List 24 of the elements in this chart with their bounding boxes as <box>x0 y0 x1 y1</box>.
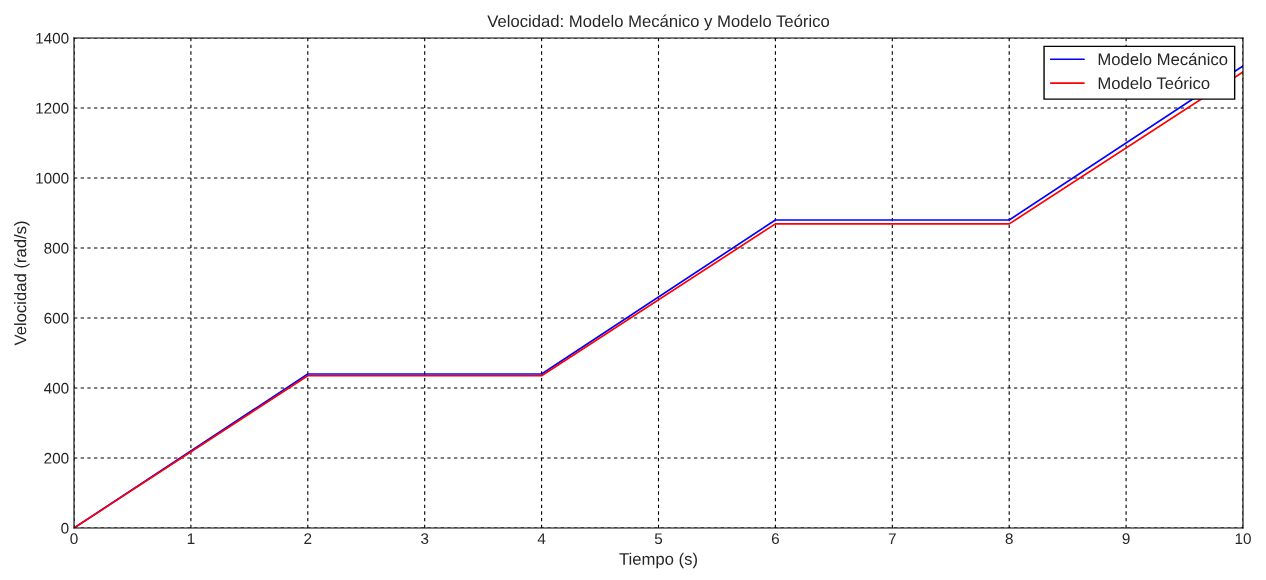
y-tick-label: 800 <box>44 242 69 254</box>
x-tick-label: 8 <box>1005 533 1013 545</box>
x-tick-label: 4 <box>537 533 546 544</box>
y-axis-title: Velocidad (rad/s) <box>14 221 30 346</box>
x-tick-label: 0 <box>70 533 78 545</box>
y-tick-label: 0 <box>61 522 69 534</box>
y-tick-label: 600 <box>44 312 69 324</box>
x-tick-label: 6 <box>771 533 779 545</box>
y-tick-label: 400 <box>44 382 69 394</box>
x-tick-label: 7 <box>888 533 896 544</box>
x-tick-label: 5 <box>654 533 663 545</box>
chart-title: Velocidad: Modelo Mecánico y Modelo Teórico <box>487 14 830 31</box>
x-tick-label: 10 <box>1235 533 1251 545</box>
x-axis-title: Tiempo (s) <box>619 552 697 569</box>
y-tick-label: 200 <box>44 452 69 464</box>
x-tick-label: 2 <box>304 533 312 544</box>
legend-label: Modelo Teórico <box>1098 76 1210 90</box>
legend-label: Modelo Mecánico <box>1098 52 1228 66</box>
x-tick-label: 1 <box>187 533 195 544</box>
x-tick-label: 3 <box>421 533 429 545</box>
y-tick-label: 1200 <box>36 102 69 114</box>
y-tick-label: 1400 <box>36 32 69 44</box>
y-tick-label: 1000 <box>36 172 69 184</box>
x-tick-label: 9 <box>1122 533 1130 545</box>
